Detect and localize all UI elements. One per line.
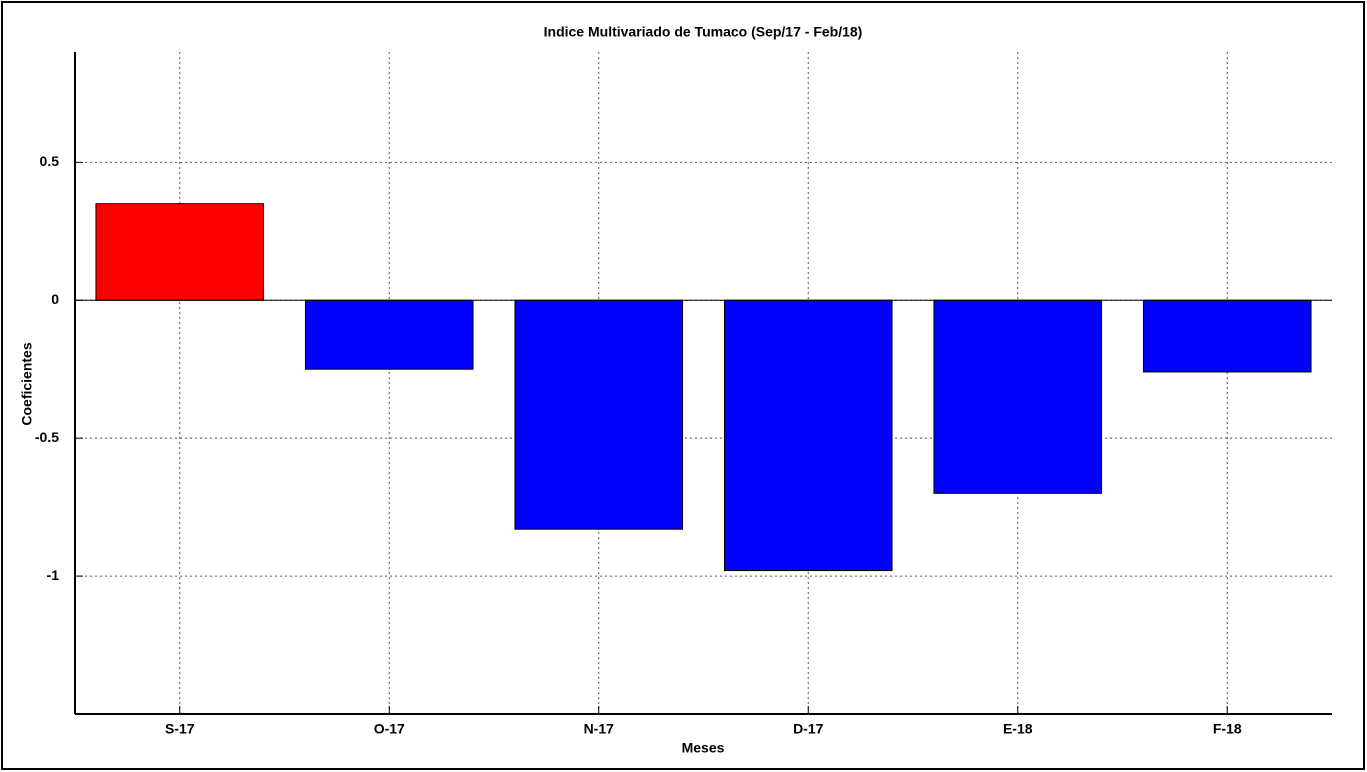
x-tick-label: F-18 — [1213, 721, 1242, 737]
x-axis-label: Meses — [682, 740, 725, 756]
bar — [95, 203, 265, 301]
x-tick-label: S-17 — [165, 721, 195, 737]
bar — [1142, 299, 1312, 373]
chart-title: Indice Multivariado de Tumaco (Sep/17 - … — [544, 24, 863, 40]
y-tick-label: 0.5 — [40, 153, 60, 169]
x-tick-label: E-18 — [1003, 721, 1033, 737]
bar — [514, 299, 684, 530]
bar — [933, 299, 1103, 494]
bar — [304, 299, 474, 370]
x-tick-label: N-17 — [584, 721, 615, 737]
y-axis-label: Coeficientes — [19, 342, 35, 425]
x-tick-label: O-17 — [374, 721, 405, 737]
bar — [723, 299, 893, 572]
y-tick-label: -1 — [47, 567, 60, 583]
y-tick-label: 0 — [51, 291, 59, 307]
x-tick-label: D-17 — [793, 721, 824, 737]
y-tick-label: -0.5 — [35, 429, 59, 445]
